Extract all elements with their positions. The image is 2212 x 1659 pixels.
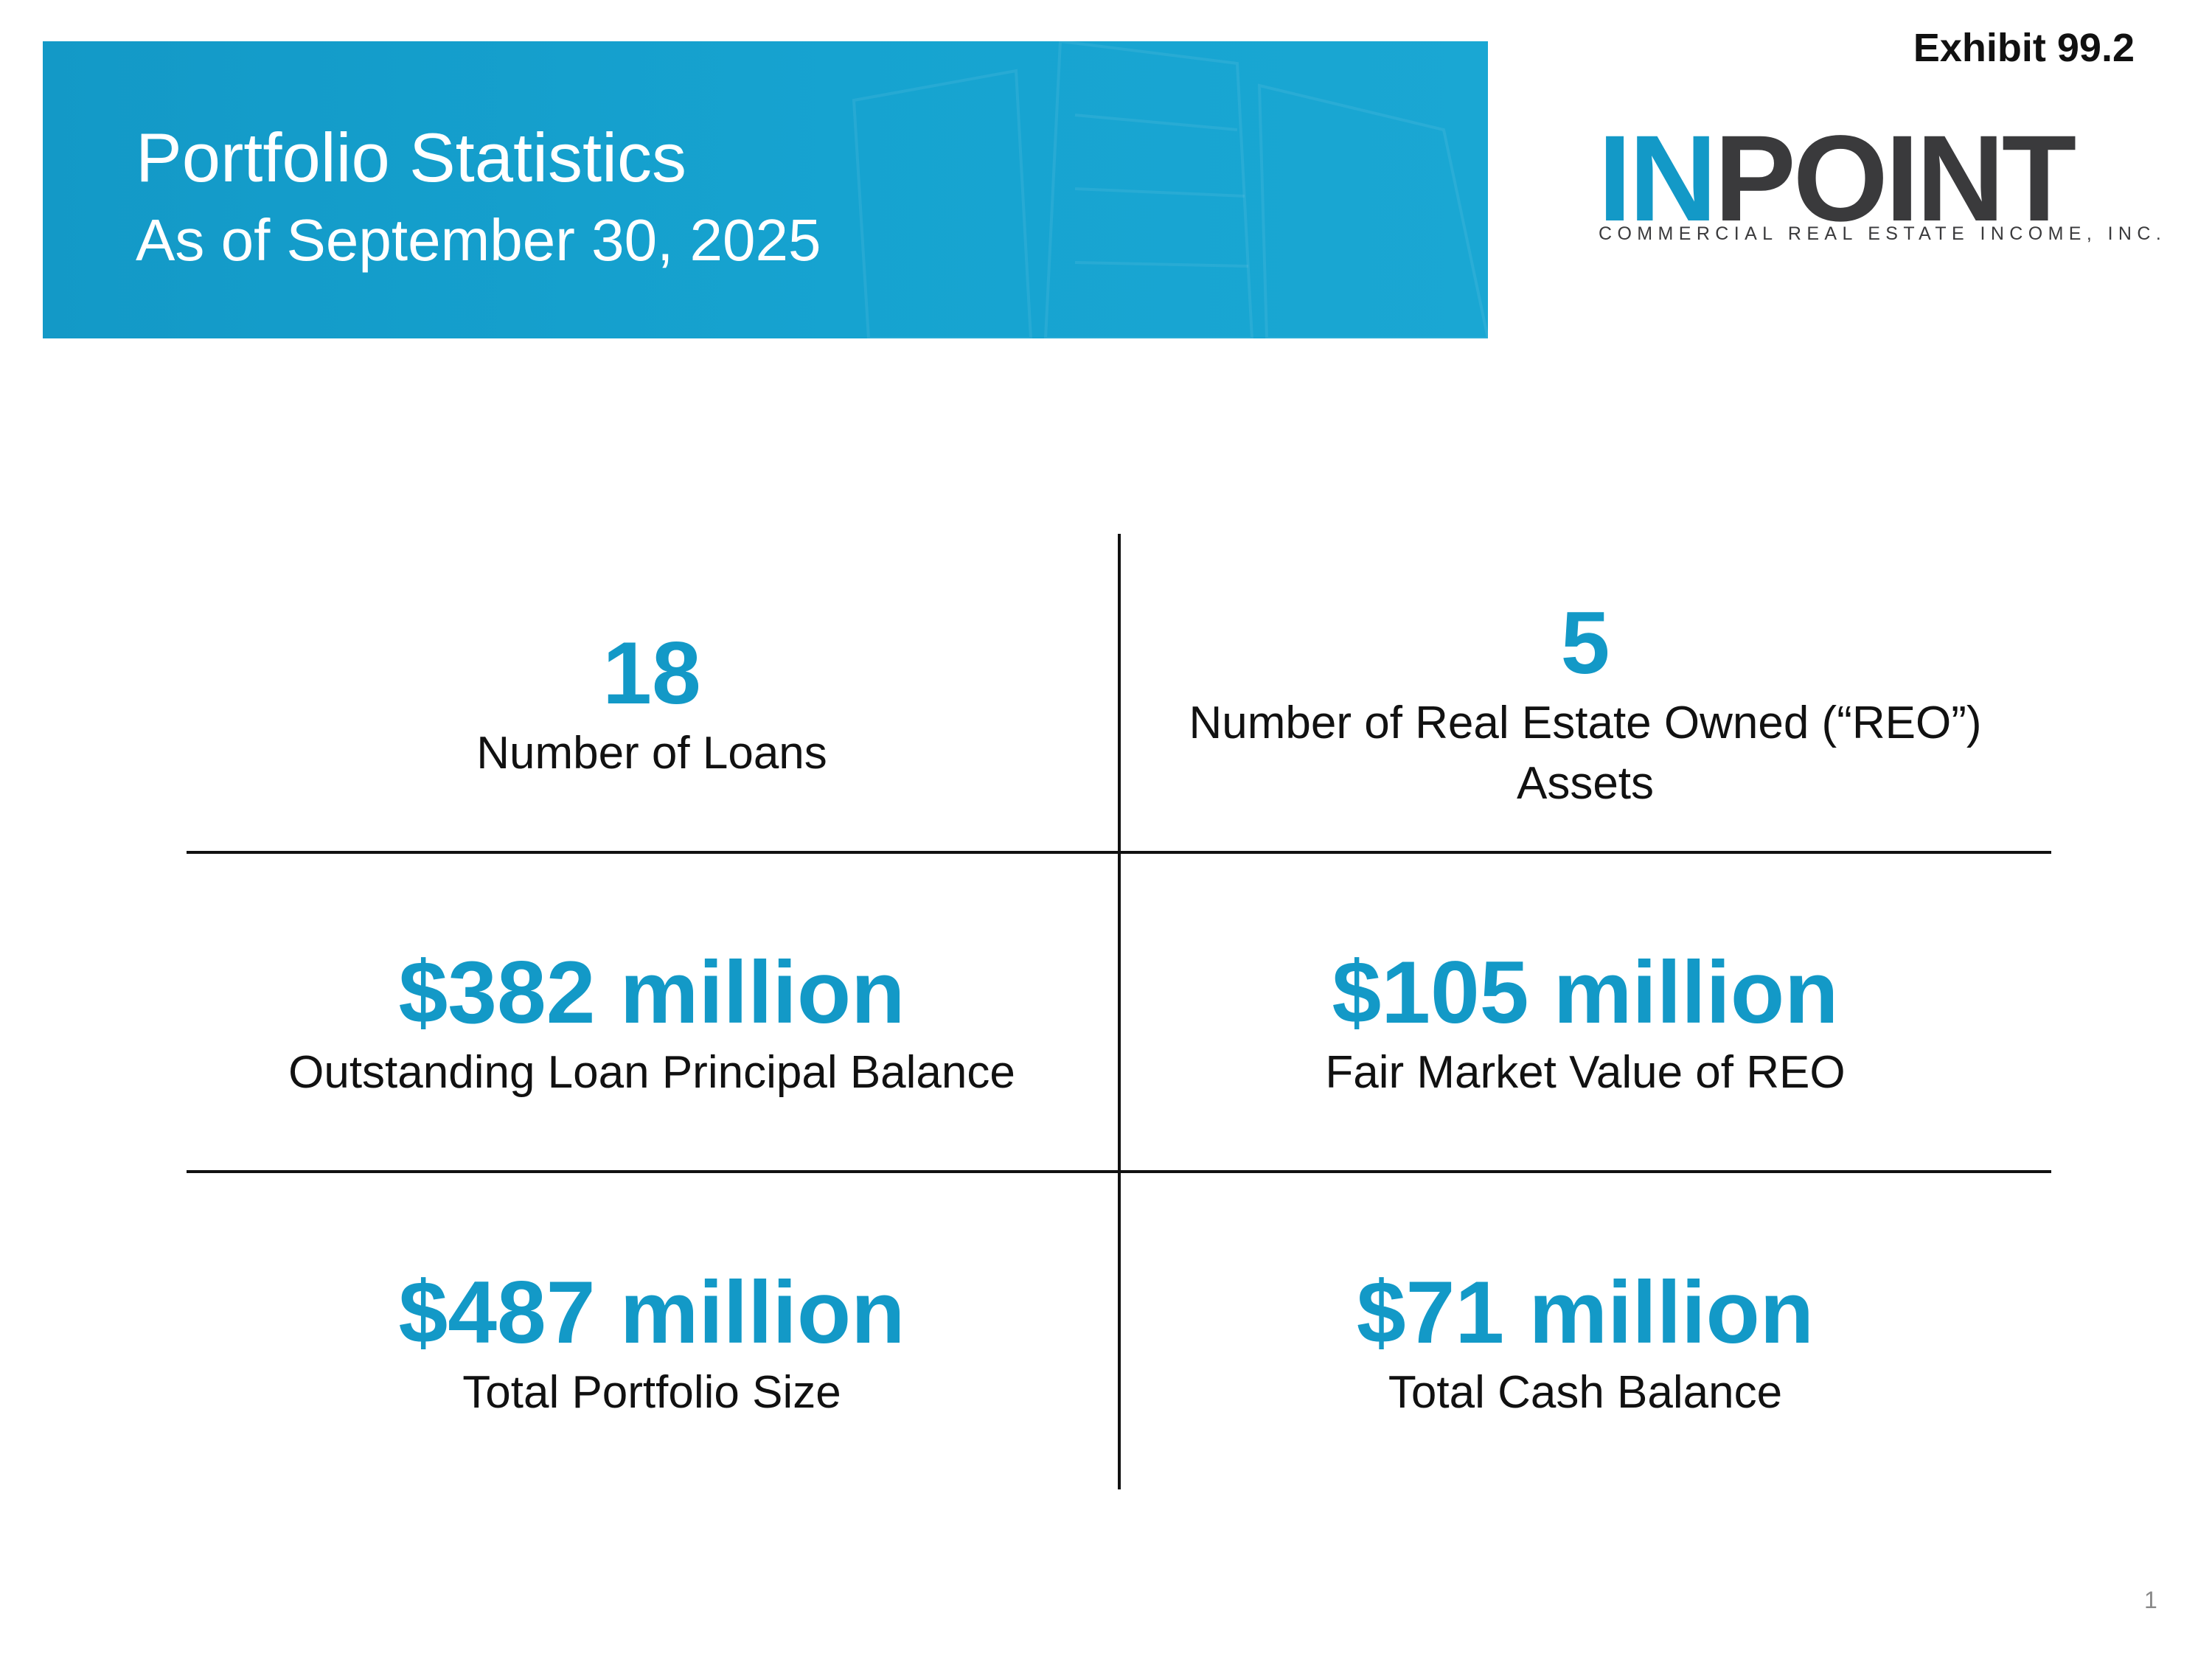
logo: INPOINT xyxy=(1598,118,2076,240)
stat-cell: $382 million Outstanding Loan Principal B… xyxy=(195,948,1109,1103)
logo-text: POINT xyxy=(1714,111,2076,247)
stat-value: $487 million xyxy=(398,1263,905,1362)
stat-label: Total Cash Balance xyxy=(1388,1367,1783,1418)
stat-cell: $71 million Total Cash Balance xyxy=(1128,1268,2042,1423)
stat-value: $71 million xyxy=(1356,1263,1815,1362)
stat-label: Fair Market Value of REO xyxy=(1325,1047,1846,1098)
stat-cell: $487 million Total Portfolio Size xyxy=(195,1268,1109,1423)
divider xyxy=(187,851,2051,854)
stat-value: 18 xyxy=(602,624,701,723)
stat-cell: $105 million Fair Market Value of REO xyxy=(1128,948,2042,1103)
stat-label: Total Portfolio Size xyxy=(462,1367,841,1418)
divider xyxy=(187,1170,2051,1173)
logo-accent: IN xyxy=(1598,111,1717,247)
title: Portfolio Statistics xyxy=(136,119,687,196)
stat-value: $382 million xyxy=(398,943,905,1042)
stat-value: 5 xyxy=(1560,594,1610,692)
divider xyxy=(1118,534,1121,1489)
stat-cell: 18 Number of Loans xyxy=(195,629,1109,784)
stat-label: Number of Loans xyxy=(476,728,827,779)
stat-label: Outstanding Loan Principal Balance xyxy=(288,1047,1015,1098)
header-banner xyxy=(43,41,1488,338)
stat-cell: 5 Number of Real Estate Owned (“REO”) Ass… xyxy=(1128,599,2042,814)
logo-tagline: COMMERCIAL REAL ESTATE INCOME, INC. xyxy=(1599,223,2167,244)
banner-decoration xyxy=(852,41,1488,338)
page-number: 1 xyxy=(2144,1587,2157,1613)
subtitle: As of September 30, 2025 xyxy=(136,207,821,273)
exhibit-label: Exhibit 99.2 xyxy=(1913,26,2135,70)
stat-label: Number of Real Estate Owned (“REO”) Asse… xyxy=(1189,698,1982,809)
stat-value: $105 million xyxy=(1332,943,1839,1042)
